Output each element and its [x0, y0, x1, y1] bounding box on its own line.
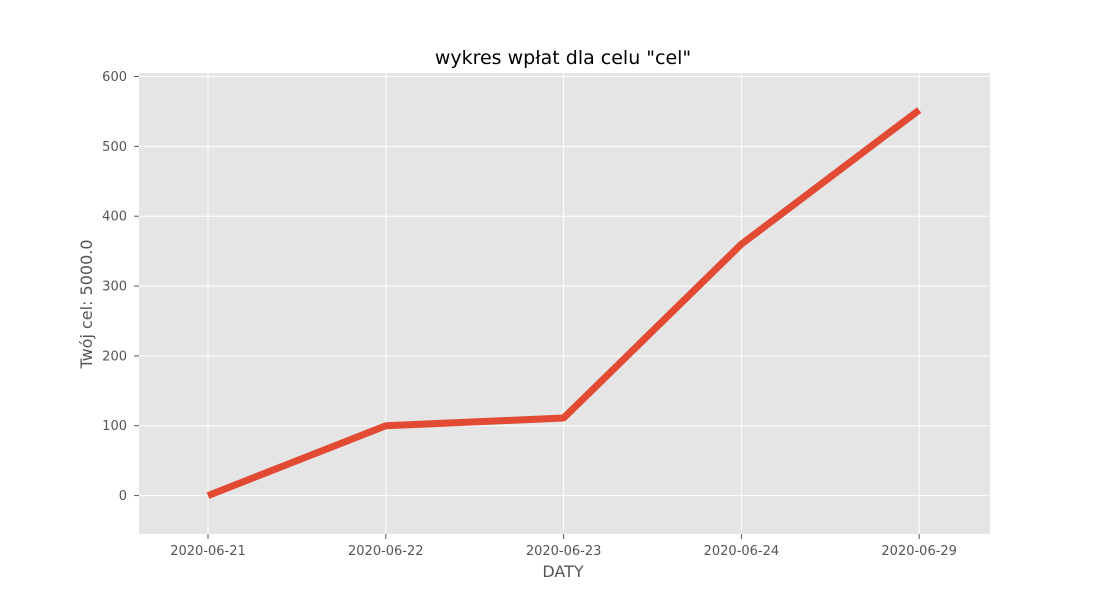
- y-tick-label: 300: [102, 280, 127, 295]
- x-tick-label: 2020-06-21: [170, 544, 246, 559]
- plot-background: [139, 73, 990, 534]
- y-tick-label: 0: [119, 489, 127, 504]
- y-tick-label: 600: [102, 70, 127, 85]
- x-tick-label: 2020-06-29: [881, 544, 957, 559]
- x-tick-label: 2020-06-22: [348, 544, 424, 559]
- series-layer: [206, 107, 922, 499]
- chart-title: wykres wpłat dla celu "cel": [435, 47, 691, 69]
- y-tick-label: 400: [102, 210, 127, 225]
- x-tick-label: 2020-06-24: [704, 544, 780, 559]
- grid-lines: [139, 73, 990, 534]
- axis-ticks: 0 100 200 300 400 500 600 2020-06-21 2020-06-22 2…: [102, 70, 957, 559]
- y-axis-label: Twój cel: 5000.0: [77, 239, 96, 369]
- y-tick-label: 500: [102, 140, 127, 155]
- y-tick-label: 200: [102, 349, 127, 364]
- x-axis-label: DATY: [542, 562, 584, 581]
- x-tick-label: 2020-06-23: [526, 544, 602, 559]
- y-tick-label: 100: [102, 419, 127, 434]
